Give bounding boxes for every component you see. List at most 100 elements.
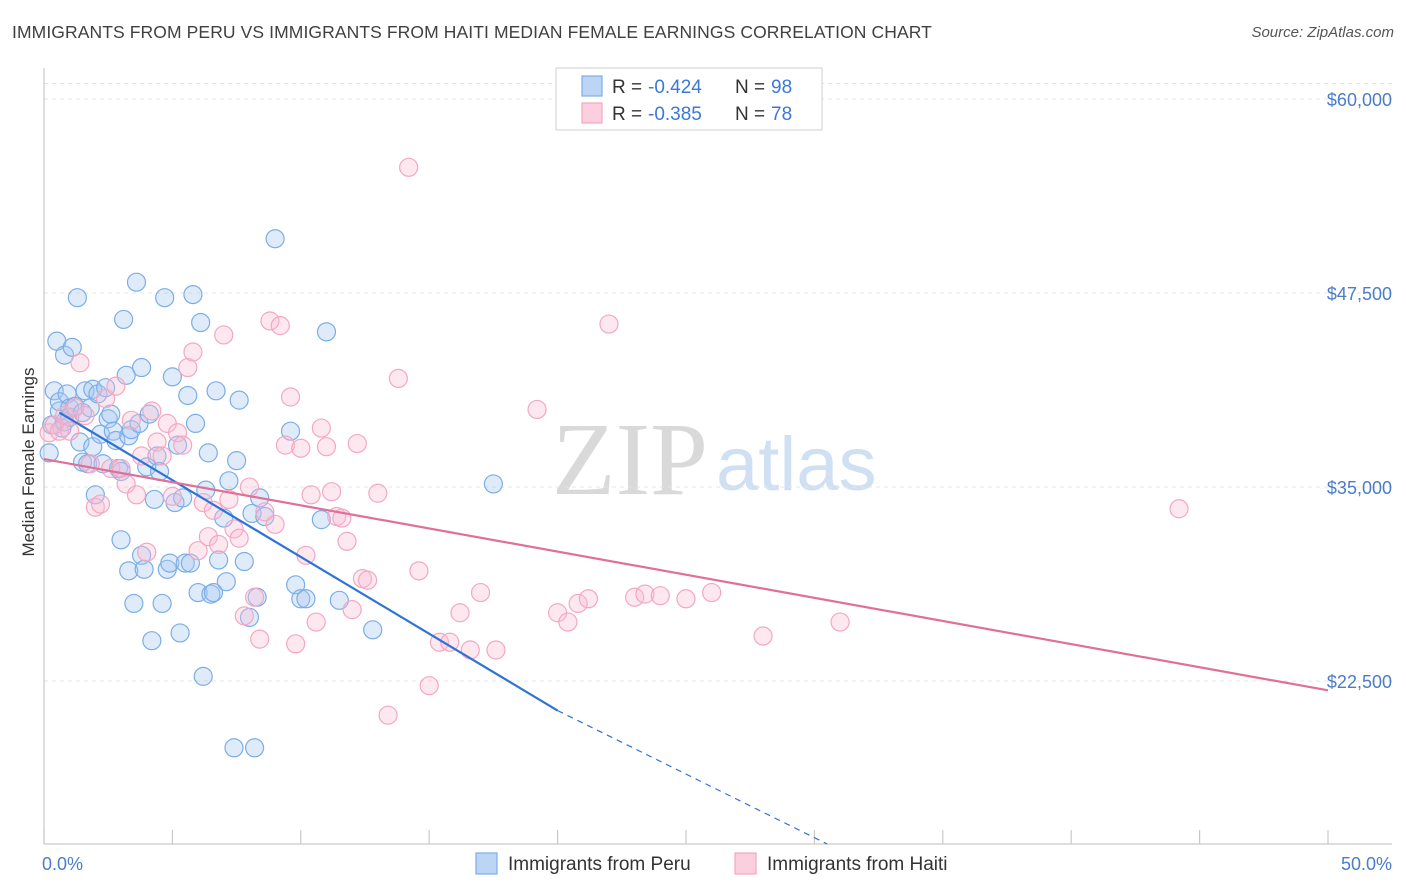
peru-point-47 — [139, 404, 159, 424]
chart-title: IMMIGRANTS FROM PERU VS IMMIGRANTS FROM … — [12, 22, 932, 42]
haiti-point-17 — [126, 485, 147, 505]
haiti-point-52 — [306, 612, 326, 632]
x-axis-ticks — [43, 830, 1329, 844]
haiti-point-19 — [137, 542, 157, 562]
haiti-point-77 — [558, 612, 578, 632]
legend-r-label-haiti: R = — [612, 104, 642, 125]
peru-point-95 — [329, 590, 349, 610]
y-tick-label-1: $35,000 — [1327, 478, 1392, 498]
bottom-legend-label-haiti: Immigrants from Haiti — [767, 854, 948, 875]
haiti-point-65 — [388, 368, 408, 388]
watermark-atlas: atlas — [716, 422, 877, 507]
haiti-point-60 — [347, 433, 367, 454]
peru-point-35 — [114, 309, 134, 330]
haiti-point-63 — [368, 483, 388, 503]
haiti-point-16 — [121, 410, 141, 430]
peru-point-59 — [170, 623, 190, 643]
haiti-point-36 — [224, 519, 244, 539]
haiti-point-82 — [635, 584, 655, 604]
peru-point-87 — [255, 506, 275, 527]
peru-point-96 — [363, 620, 383, 640]
peru-point-73 — [206, 381, 226, 401]
peru-point-81 — [234, 551, 254, 572]
haiti-point-66 — [399, 157, 419, 177]
legend-n-value-haiti: 78 — [771, 104, 792, 125]
haiti-point-6 — [70, 353, 90, 373]
peru-point-92 — [296, 589, 316, 609]
haiti-point-24 — [162, 486, 182, 506]
haiti-point-37 — [229, 528, 249, 548]
peru-point-0 — [39, 443, 59, 463]
haiti-point-5 — [65, 398, 85, 418]
peru-point-91 — [291, 589, 311, 609]
haiti-point-29 — [188, 541, 208, 561]
haiti-point-8 — [80, 454, 100, 474]
peru-point-37 — [119, 561, 139, 581]
haiti-point-13 — [106, 376, 126, 396]
haiti-point-78 — [568, 593, 588, 614]
peru-trend-extension — [557, 709, 828, 845]
peru-point-56 — [162, 367, 182, 387]
haiti-point-30 — [193, 492, 213, 513]
haiti-point-10 — [90, 494, 111, 514]
peru-point-48 — [142, 631, 162, 651]
peru-point-27 — [96, 378, 116, 398]
haiti-point-58 — [337, 531, 357, 551]
haiti-point-83 — [650, 586, 670, 606]
haiti-point-20 — [142, 401, 162, 421]
haiti-point-71 — [450, 603, 470, 623]
legend-r-value-haiti: -0.385 — [648, 104, 702, 125]
haiti-point-11 — [96, 388, 116, 409]
peru-point-84 — [244, 738, 265, 758]
haiti-point-7 — [75, 406, 95, 426]
peru-point-80 — [229, 390, 249, 410]
legend-n-value-peru: 98 — [771, 77, 792, 98]
legend-n-label-haiti: N = — [735, 104, 765, 125]
haiti-point-55 — [322, 482, 342, 502]
haiti-point-9 — [85, 497, 105, 517]
legend-r-value-peru: -0.424 — [648, 77, 702, 98]
haiti-point-46 — [275, 435, 295, 455]
haiti-point-79 — [578, 589, 599, 609]
peru-point-50 — [147, 446, 167, 466]
haiti-point-51 — [301, 485, 321, 505]
peru-point-49 — [144, 489, 165, 510]
legend-swatch-haiti — [581, 102, 603, 124]
haiti-point-84 — [676, 589, 696, 609]
y-axis-tick-labels: $22,500 $35,000 $47,500 $60,000 — [1327, 90, 1392, 692]
peru-point-77 — [219, 471, 239, 491]
haiti-point-41 — [250, 629, 270, 649]
peru-point-61 — [175, 553, 195, 573]
x-tick-label-0: 0.0% — [42, 854, 83, 874]
haiti-point-25 — [167, 423, 188, 443]
haiti-trend-line — [43, 458, 1329, 692]
peru-point-55 — [160, 553, 180, 573]
chart-source: Source: ZipAtlas.com — [1251, 24, 1394, 41]
peru-point-88 — [265, 229, 285, 249]
y-tick-label-2: $47,500 — [1327, 284, 1392, 304]
peru-point-40 — [124, 593, 144, 614]
peru-point-33 — [111, 530, 131, 550]
y-tick-label-3: $60,000 — [1327, 90, 1392, 110]
haiti-point-33 — [209, 534, 229, 555]
haiti-point-72 — [460, 640, 480, 660]
haiti-point-62 — [357, 570, 378, 590]
peru-point-14 — [67, 288, 87, 308]
peru-point-93 — [311, 510, 331, 530]
series-haiti-points — [39, 157, 1189, 725]
peru-point-67 — [191, 312, 211, 333]
peru-point-94 — [316, 322, 337, 342]
legend-r-label-peru: R = — [612, 77, 642, 98]
haiti-point-40 — [244, 587, 265, 607]
haiti-point-4 — [60, 421, 80, 441]
haiti-point-67 — [409, 561, 429, 581]
trend-lines — [43, 411, 1329, 845]
peru-point-45 — [134, 559, 154, 579]
peru-point-78 — [224, 738, 244, 758]
haiti-point-43 — [260, 311, 280, 331]
haiti-point-42 — [255, 502, 275, 522]
peru-point-43 — [131, 357, 152, 378]
peru-point-52 — [152, 593, 172, 614]
haiti-point-88 — [1169, 499, 1189, 519]
